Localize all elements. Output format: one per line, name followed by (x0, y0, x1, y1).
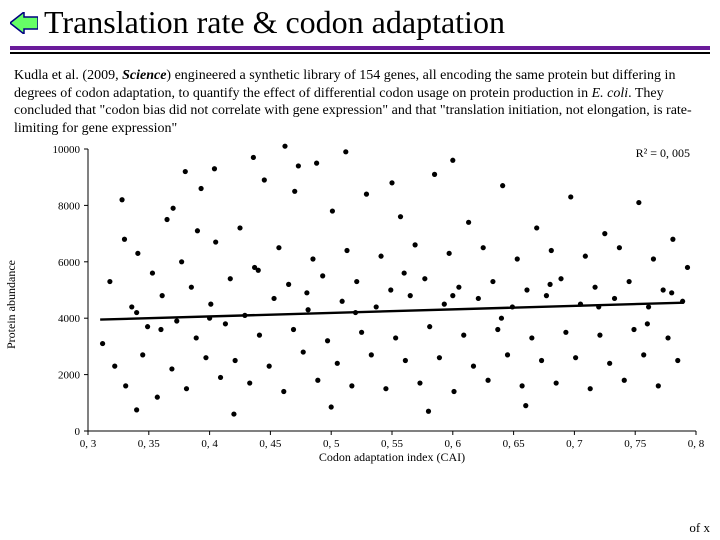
svg-text:0, 75: 0, 75 (624, 438, 647, 450)
svg-text:0: 0 (75, 426, 81, 438)
svg-text:0, 45: 0, 45 (259, 438, 282, 450)
svg-text:0, 35: 0, 35 (138, 438, 161, 450)
svg-text:4000: 4000 (58, 313, 81, 325)
header: Translation rate & codon adaptation (0, 0, 720, 41)
svg-text:0, 5: 0, 5 (323, 438, 340, 450)
svg-text:0, 7: 0, 7 (566, 438, 583, 450)
y-axis-label: Protein abundance (4, 260, 19, 349)
description-paragraph: Kudla et al. (2009, Science) engineered … (14, 67, 706, 137)
svg-text:Codon adaptation index (CAI): Codon adaptation index (CAI) (319, 450, 465, 464)
svg-text:0, 4: 0, 4 (201, 438, 218, 450)
svg-text:0, 65: 0, 65 (503, 438, 525, 450)
species-name: E. coli (592, 86, 629, 101)
back-arrow-icon[interactable] (10, 12, 38, 34)
journal-name: Science (122, 68, 166, 83)
svg-text:10000: 10000 (53, 144, 81, 156)
svg-text:0, 8: 0, 8 (688, 438, 705, 450)
svg-text:0, 55: 0, 55 (381, 438, 404, 450)
svg-text:0, 3: 0, 3 (80, 438, 97, 450)
chart-svg: 0 2000 4000 6000 8000 10000 0, 3 0, 35 0, 4 0, 45… (28, 139, 708, 469)
title-underline (10, 43, 710, 61)
footnote: of x (689, 520, 710, 536)
page-title: Translation rate & codon adaptation (44, 4, 505, 41)
scatter-chart: Protein abundance 0 2000 4000 6000 8000 10000… (0, 139, 720, 469)
svg-text:R² = 0, 005: R² = 0, 005 (636, 146, 690, 160)
svg-text:8000: 8000 (58, 200, 81, 212)
svg-text:0, 6: 0, 6 (445, 438, 462, 450)
svg-text:6000: 6000 (58, 257, 81, 269)
svg-text:2000: 2000 (58, 370, 81, 382)
para-1: Kudla et al. (2009, (14, 68, 122, 83)
